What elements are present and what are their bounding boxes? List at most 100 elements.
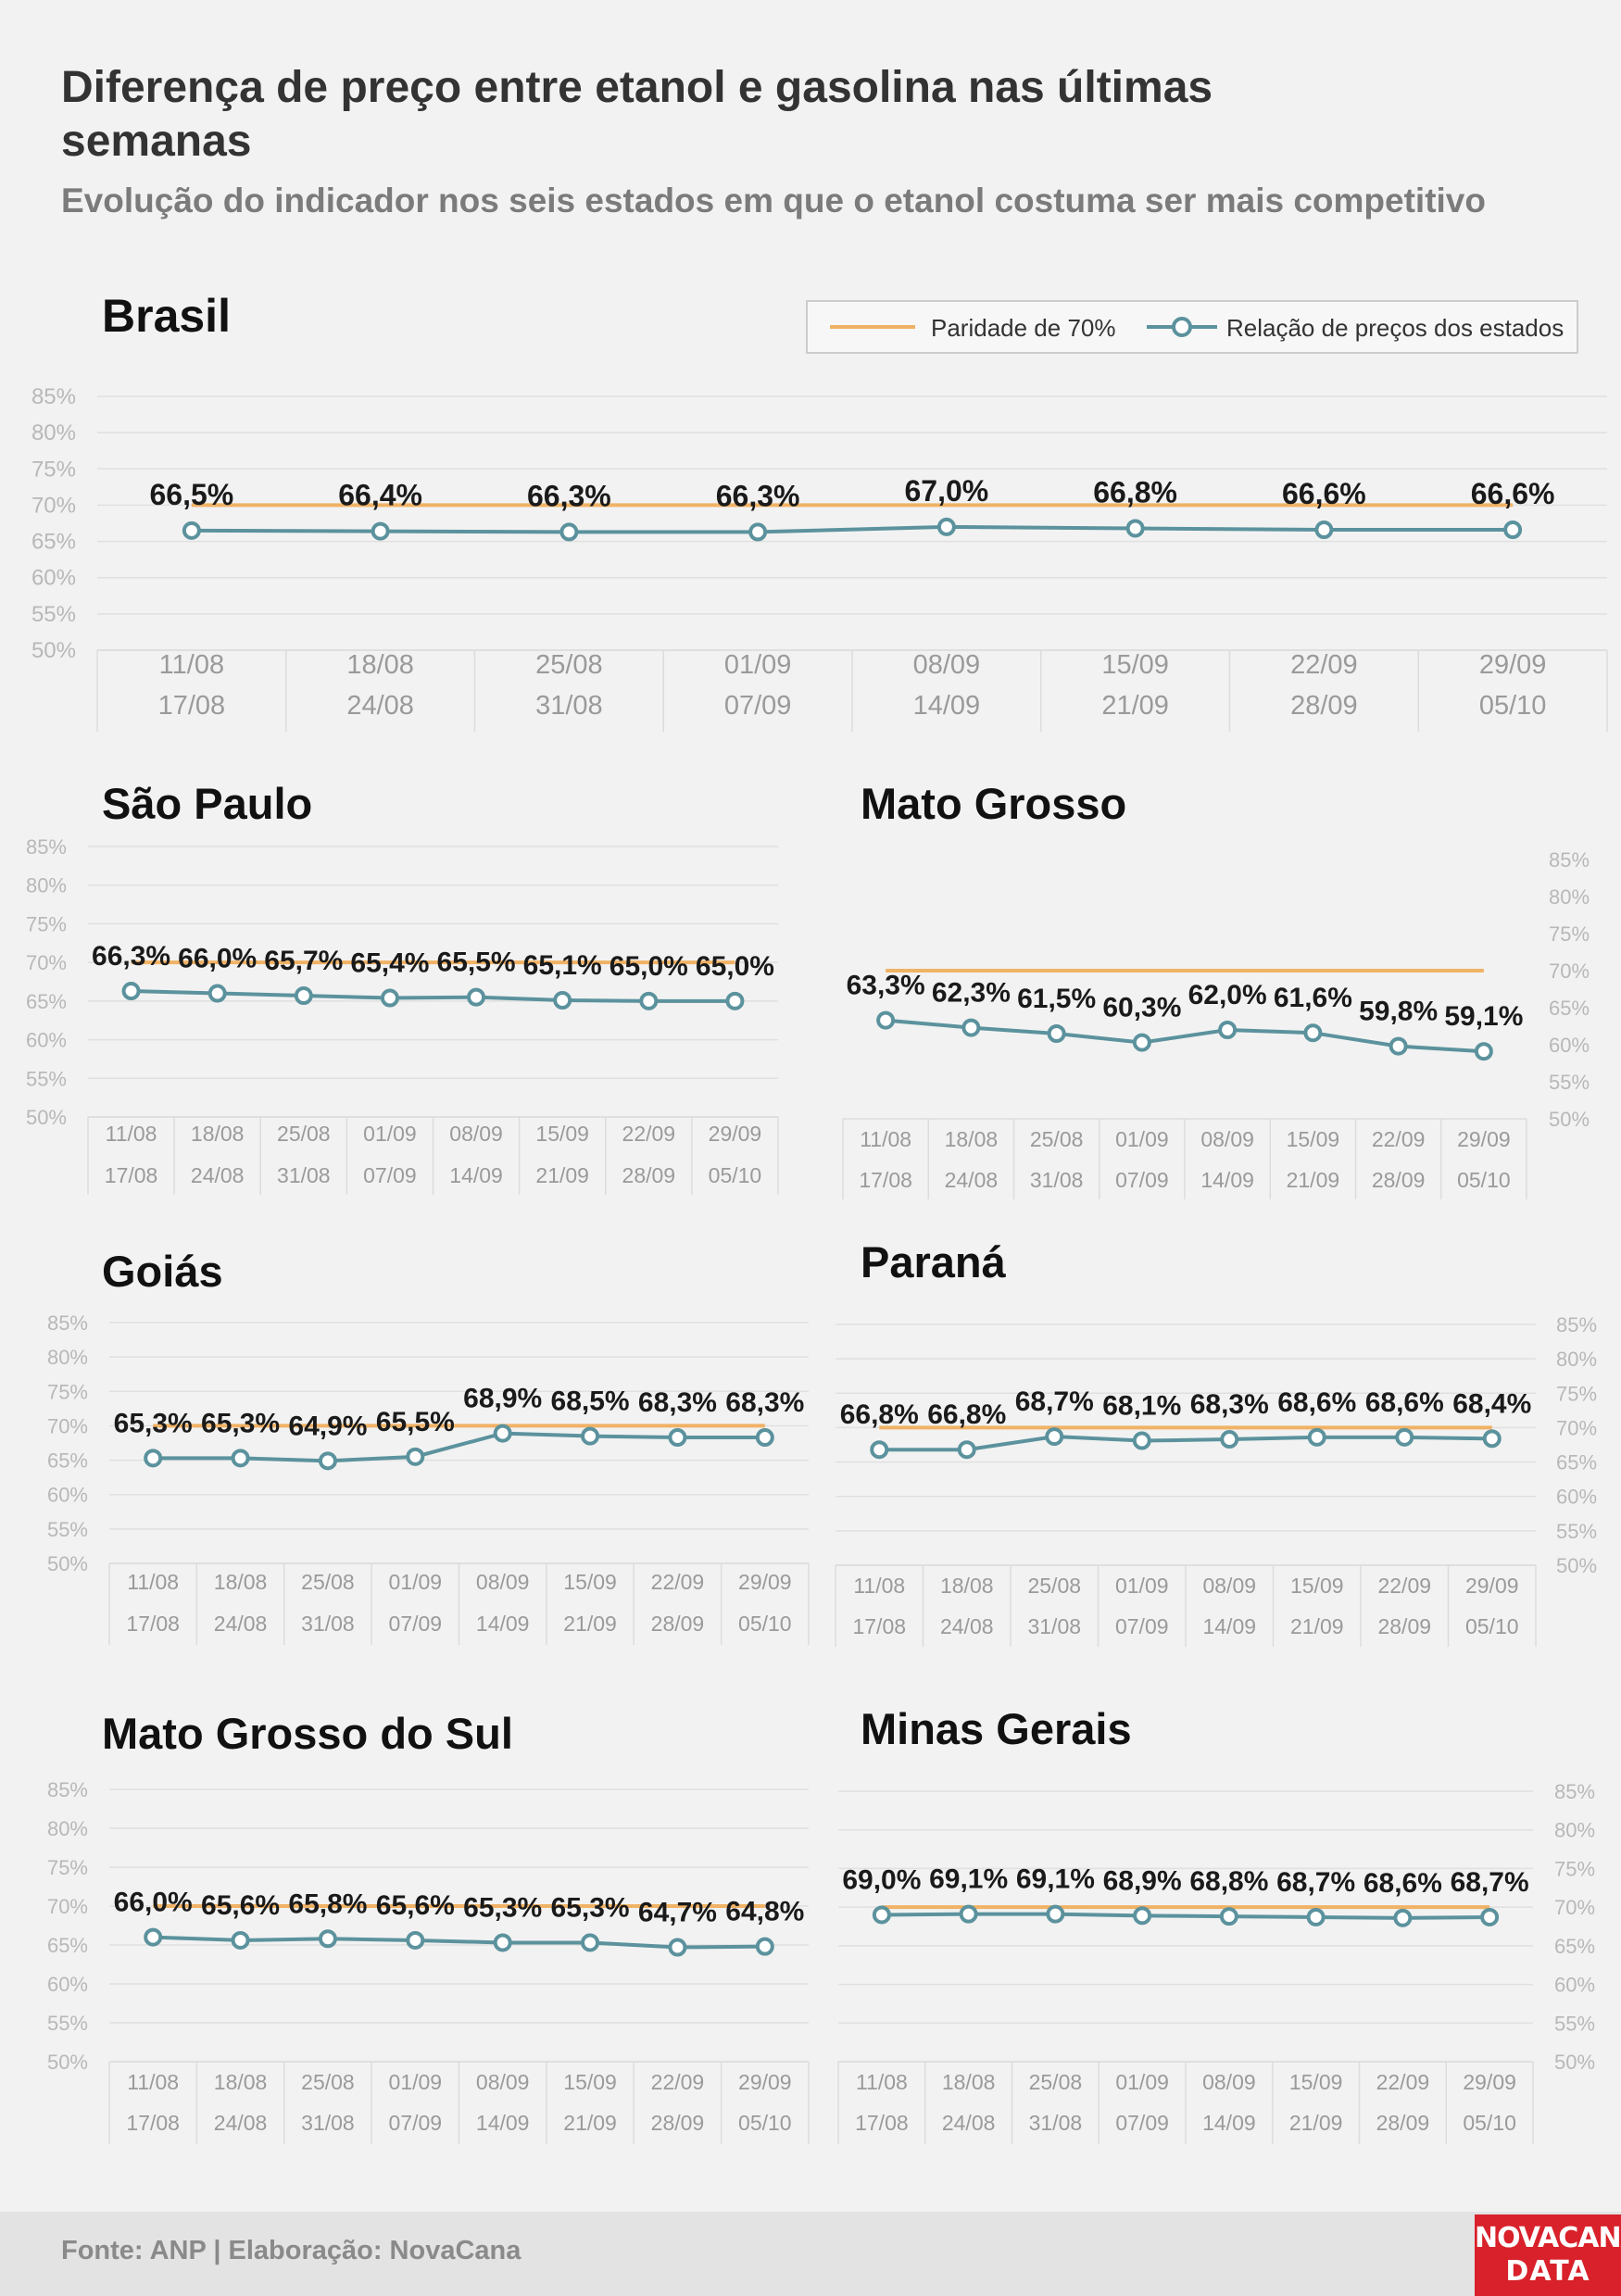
ratio-point [493, 1424, 512, 1443]
y-tick-label: 85% [47, 1311, 88, 1335]
footer: Fonte: ANP | Elaboração: NovaCana [0, 2212, 1621, 2296]
x-tick-label-end: 17/08 [126, 2111, 180, 2135]
ratio-point [493, 1933, 512, 1952]
x-tick-label-end: 14/09 [913, 691, 981, 721]
legend-parity-label: Paridade de 70% [931, 314, 1115, 342]
ratio-point [639, 991, 659, 1010]
ratio-line [153, 1935, 765, 1950]
x-tick-label-end: 17/08 [852, 1614, 906, 1638]
x-tick-label-start: 08/09 [1202, 1574, 1256, 1598]
x-tick-label-end: 07/09 [724, 691, 792, 721]
x-tick-label-start: 15/09 [1101, 650, 1169, 680]
data-label: 66,8% [927, 1399, 1006, 1430]
data-label: 63,3% [847, 971, 925, 1001]
data-label: 65,6% [376, 1890, 455, 1921]
page-title: Diferença de preço entre etanol e gasoli… [61, 63, 1213, 166]
x-tick-label-end: 14/09 [1202, 1614, 1256, 1638]
ratio-point [1132, 1431, 1151, 1450]
x-tick-label-start: 22/09 [651, 1570, 705, 1594]
y-tick-label: 60% [1556, 1486, 1597, 1509]
y-tick-label: 60% [26, 1029, 67, 1052]
ratio-point [371, 521, 390, 541]
x-tick-label-end: 07/09 [1115, 1614, 1169, 1638]
x-tick-label-start: 18/08 [214, 2070, 268, 2094]
data-label: 68,3% [638, 1387, 717, 1418]
ratio-point [755, 1937, 774, 1956]
x-tick-label-end: 21/09 [1287, 1168, 1340, 1192]
ratio-point [1389, 1036, 1408, 1056]
ratio-point [668, 1938, 687, 1957]
x-tick-label-start: 15/09 [1289, 2070, 1343, 2094]
x-tick-label-end: 31/08 [301, 1612, 355, 1636]
y-tick-label: 70% [1556, 1416, 1597, 1439]
y-tick-label: 65% [47, 1934, 88, 1957]
x-tick-label-start: 01/09 [1115, 1127, 1169, 1151]
x-tick-label-start: 11/08 [856, 2070, 908, 2094]
ratio-point [1306, 1907, 1326, 1926]
x-tick-label-start: 18/08 [214, 1570, 268, 1594]
y-tick-label: 65% [26, 990, 67, 1013]
ratio-point [872, 1905, 891, 1925]
x-tick-label-start: 15/09 [1287, 1127, 1340, 1151]
x-tick-label-end: 31/08 [535, 691, 603, 721]
data-label: 62,0% [1188, 980, 1267, 1010]
y-tick-label: 75% [47, 1856, 88, 1879]
data-label: 65,3% [551, 1892, 630, 1923]
y-tick-label: 75% [1549, 922, 1590, 946]
x-tick-label-start: 22/09 [651, 2070, 705, 2094]
data-label: 68,6% [1277, 1387, 1356, 1418]
ratio-point [1307, 1427, 1326, 1447]
y-tick-label: 75% [47, 1380, 88, 1403]
data-label: 69,0% [842, 1864, 921, 1895]
x-tick-label-start: 01/09 [1115, 1574, 1169, 1598]
ratio-point [1218, 1021, 1238, 1039]
data-label: 65,4% [350, 948, 429, 979]
x-tick-label-end: 05/10 [709, 1163, 762, 1187]
y-tick-label: 75% [1556, 1382, 1597, 1405]
y-tick-label: 50% [1556, 1554, 1597, 1577]
ratio-point [870, 1440, 889, 1460]
x-tick-label-start: 15/09 [535, 1122, 589, 1146]
ratio-point [1219, 1907, 1238, 1926]
y-tick-label: 75% [31, 457, 76, 482]
x-tick-label-end: 28/09 [651, 1612, 705, 1636]
chart-title: Mato Grosso [861, 779, 1126, 828]
x-tick-label-start: 25/08 [277, 1122, 331, 1146]
y-tick-label: 85% [31, 384, 76, 409]
x-tick-label-start: 01/09 [724, 650, 792, 680]
x-tick-label-end: 17/08 [158, 691, 226, 721]
data-label: 66,4% [338, 479, 422, 512]
data-label: 68,3% [1190, 1389, 1269, 1420]
ratio-point [961, 1018, 981, 1037]
y-tick-label: 85% [1554, 1780, 1595, 1803]
x-tick-label-start: 01/09 [363, 1122, 417, 1146]
x-tick-label-start: 08/09 [1202, 2070, 1256, 2094]
data-label: 69,1% [929, 1864, 1008, 1895]
y-tick-label: 80% [26, 874, 67, 897]
x-tick-label-end: 28/09 [1376, 2111, 1430, 2135]
ratio-point [1474, 1042, 1493, 1061]
y-tick-label: 65% [47, 1449, 88, 1473]
y-tick-label: 65% [1549, 997, 1590, 1020]
x-tick-label-end: 14/09 [449, 1163, 503, 1187]
y-tick-label: 50% [1554, 2051, 1595, 2074]
source-note: Fonte: ANP | Elaboração: NovaCana [61, 2236, 521, 2265]
x-tick-label-start: 18/08 [942, 2070, 996, 2094]
data-label: 60,3% [1102, 993, 1181, 1023]
x-tick-label-end: 07/09 [389, 1612, 443, 1636]
x-tick-label-start: 25/08 [535, 650, 603, 680]
x-tick-label-start: 29/09 [1463, 2070, 1516, 2094]
x-tick-label-end: 21/09 [1289, 2111, 1343, 2135]
ratio-point [406, 1930, 425, 1950]
data-label: 66,0% [178, 944, 257, 974]
data-label: 59,8% [1359, 997, 1438, 1027]
y-tick-label: 55% [26, 1067, 67, 1090]
data-label: 67,0% [905, 474, 989, 508]
x-tick-label-start: 11/08 [127, 2070, 179, 2094]
x-tick-label-start: 15/09 [1290, 1574, 1344, 1598]
x-tick-label-start: 11/08 [159, 650, 224, 680]
ratio-line [881, 1912, 1490, 1920]
data-label: 68,9% [463, 1384, 542, 1414]
x-tick-label-start: 08/09 [913, 650, 981, 680]
data-label: 61,5% [1017, 984, 1096, 1014]
